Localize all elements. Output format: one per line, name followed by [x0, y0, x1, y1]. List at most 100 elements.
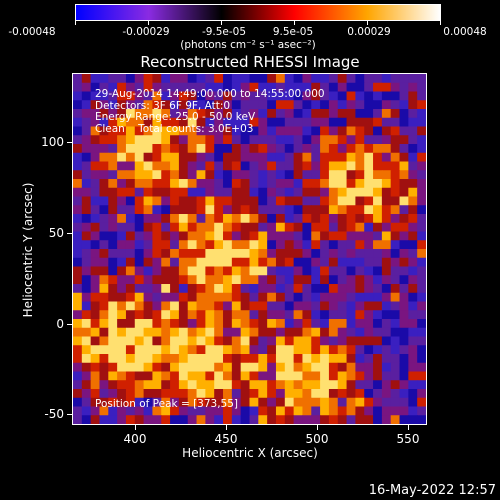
heatmap-cell: [328, 240, 339, 250]
heatmap-cell: [328, 389, 339, 399]
heatmap-cell: [293, 91, 303, 101]
heatmap-cell: [134, 126, 145, 136]
heatmap-cell: [275, 117, 286, 127]
heatmap-cell: [73, 406, 83, 416]
heatmap-cell: [152, 327, 162, 337]
heatmap-cell: [134, 415, 145, 424]
heatmap-cell: [381, 415, 392, 424]
heatmap-cell: [293, 327, 303, 337]
heatmap-cell: [231, 205, 242, 215]
heatmap-cell: [240, 187, 250, 197]
heatmap-cell: [399, 380, 409, 390]
heatmap-cell: [214, 310, 224, 320]
heatmap-cell: [125, 214, 136, 224]
heatmap-cell: [381, 257, 392, 267]
heatmap-cell: [284, 100, 295, 110]
heatmap-cell: [355, 380, 365, 390]
heatmap-cell: [143, 292, 153, 302]
heatmap-cell: [161, 327, 171, 337]
heatmap-cell: [125, 406, 136, 416]
heatmap-cell: [117, 109, 127, 119]
heatmap-cell: [178, 310, 189, 320]
y-tick-label: 0: [56, 317, 64, 331]
heatmap-cell: [320, 179, 330, 189]
heatmap-cell: [293, 187, 303, 197]
heatmap-cell: [311, 292, 321, 302]
heatmap-cell: [196, 301, 206, 311]
heatmap-cell: [205, 310, 215, 320]
heatmap-cell: [320, 362, 330, 372]
heatmap-cell: [328, 170, 339, 180]
heatmap-cell: [223, 109, 233, 119]
heatmap-cell: [134, 249, 145, 259]
heatmap-cell: [267, 397, 277, 407]
heatmap-cell: [284, 257, 295, 267]
heatmap-cell: [302, 362, 312, 372]
heatmap-cell: [81, 109, 92, 119]
heatmap-cell: [320, 292, 330, 302]
heatmap-cell: [73, 345, 83, 355]
heatmap-cell: [373, 144, 383, 154]
heatmap-cell: [143, 275, 153, 285]
heatmap-cell: [320, 415, 330, 424]
heatmap-cell: [178, 117, 189, 127]
heatmap-cell: [399, 292, 409, 302]
heatmap-cell: [170, 380, 180, 390]
heatmap-cell: [267, 415, 277, 424]
heatmap-cell: [99, 187, 109, 197]
heatmap-cell: [258, 231, 268, 241]
heatmap-cell: [258, 117, 268, 127]
heatmap-cell: [99, 100, 109, 110]
heatmap-cell: [399, 266, 409, 276]
heatmap-cell: [311, 301, 321, 311]
heatmap-cell: [125, 380, 136, 390]
heatmap-cell: [328, 74, 339, 84]
heatmap-cell: [205, 292, 215, 302]
heatmap-cell: [205, 319, 215, 329]
heatmap-cell: [90, 135, 100, 145]
heatmap-cell: [99, 152, 109, 162]
heatmap-cell: [408, 109, 418, 119]
heatmap-cell: [284, 161, 295, 171]
heatmap-cell: [117, 161, 127, 171]
heatmap-cell: [320, 222, 330, 232]
heatmap-cell: [205, 249, 215, 259]
heatmap-cell: [275, 327, 286, 337]
heatmap-cell: [408, 117, 418, 127]
heatmap-cell: [364, 310, 374, 320]
heatmap-cell: [161, 406, 171, 416]
heatmap-cell: [337, 327, 348, 337]
heatmap-cell: [214, 74, 224, 84]
x-tick: [135, 425, 136, 430]
heatmap-cell: [275, 345, 286, 355]
heatmap-cell: [170, 117, 180, 127]
heatmap-cell: [337, 82, 348, 92]
heatmap-cell: [178, 380, 189, 390]
heatmap-cell: [275, 135, 286, 145]
heatmap-cell: [108, 345, 118, 355]
heatmap-cell: [205, 389, 215, 399]
heatmap-cell: [258, 266, 268, 276]
heatmap-cell: [355, 135, 365, 145]
heatmap-cell: [214, 152, 224, 162]
heatmap-cell: [117, 310, 127, 320]
heatmap-cell: [417, 214, 426, 224]
heatmap-cell: [196, 135, 206, 145]
heatmap-cell: [337, 284, 348, 294]
heatmap-cell: [373, 74, 383, 84]
heatmap-cell: [337, 354, 348, 364]
heatmap-cell: [99, 380, 109, 390]
heatmap-cell: [90, 91, 100, 101]
heatmap-cell: [267, 275, 277, 285]
heatmap-cell: [373, 161, 383, 171]
heatmap-cell: [143, 205, 153, 215]
heatmap-cell: [320, 187, 330, 197]
heatmap-cell: [337, 100, 348, 110]
heatmap-cell: [214, 292, 224, 302]
heatmap-cell: [390, 257, 401, 267]
heatmap-cell: [373, 362, 383, 372]
heatmap-cell: [390, 397, 401, 407]
heatmap-cell: [364, 371, 374, 381]
heatmap-cell: [143, 222, 153, 232]
heatmap-cell: [223, 240, 233, 250]
